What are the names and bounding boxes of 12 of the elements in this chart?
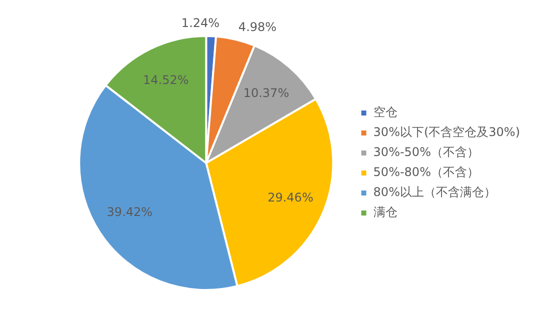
data-label: 29.46% [268,190,314,205]
legend-label: 30%以下(不含空仓及30%) [373,125,520,140]
data-label: 10.37% [243,86,290,100]
legend-label: 30%-50%（不含） [373,145,479,160]
data-label: 14.52% [142,73,189,88]
data-label: 4.98% [238,20,277,34]
legend-label: 满仓 [373,205,398,220]
data-label: 1.24% [181,16,220,30]
legend-label: 空仓 [373,105,398,120]
data-label: 39.42% [106,205,153,220]
legend-label: 50%-80%（不含） [373,165,479,180]
legend-label: 80%以上（不含满仓） [373,185,496,200]
